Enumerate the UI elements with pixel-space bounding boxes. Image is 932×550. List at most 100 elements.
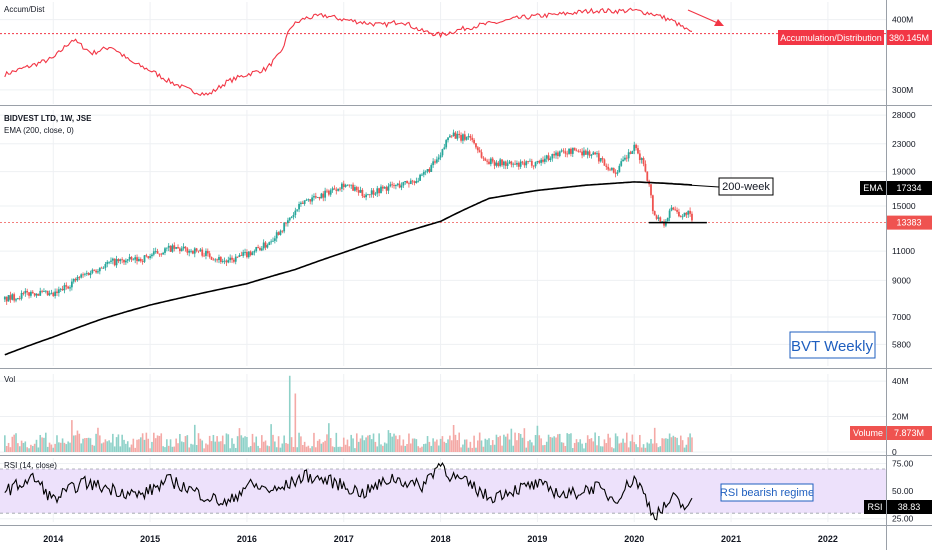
candle-body — [72, 279, 75, 282]
candle-body — [543, 158, 546, 162]
candle-body — [182, 246, 185, 249]
accumulation-distribution-pane[interactable]: Accum/Dist 400M 300M Accumulation/Distrib… — [0, 5, 932, 96]
candle-body — [195, 248, 198, 251]
volume-bar — [342, 437, 345, 452]
candle-body — [253, 251, 256, 253]
candle-body — [326, 190, 328, 192]
volume-bar — [657, 447, 660, 452]
candle-body — [512, 163, 515, 165]
volume-bar — [261, 435, 263, 452]
volume-bar — [592, 441, 595, 452]
candle-body — [309, 199, 312, 202]
candle-body — [39, 290, 42, 296]
candle-body — [160, 253, 163, 255]
candle-body — [93, 269, 96, 271]
candle-body — [668, 210, 671, 218]
candle-body — [493, 161, 496, 166]
volume-bar — [434, 441, 436, 452]
volume-bar — [175, 438, 177, 452]
volume-bar — [74, 435, 77, 452]
candle-body — [102, 267, 105, 269]
volume-bar — [268, 446, 271, 452]
candle-body — [33, 293, 36, 296]
volume-tag-label: Volume — [853, 428, 883, 438]
price-pane[interactable]: BIDVEST LTD, 1W, JSE EMA (200, close, 0)… — [0, 110, 932, 359]
ad-pane-title: Accum/Dist — [4, 5, 45, 14]
candle-body — [333, 188, 336, 190]
candle-body — [506, 163, 509, 166]
volume-bar — [581, 443, 583, 452]
volume-tag-value: 7.873M — [894, 428, 924, 438]
volume-bar — [473, 435, 475, 452]
candle-body — [242, 252, 245, 256]
volume-bar — [579, 439, 582, 452]
volume-bar — [283, 435, 285, 452]
candle-body — [530, 160, 533, 166]
volume-bar — [298, 432, 300, 452]
candle-body — [355, 187, 358, 191]
volume-bar — [78, 433, 81, 452]
price-pane-title: BIDVEST LTD, 1W, JSE — [4, 114, 92, 123]
candle-body — [536, 160, 539, 163]
candle-body — [473, 139, 475, 144]
candle-body — [672, 207, 675, 210]
volume-bar — [313, 432, 315, 452]
ema-indicator-title: EMA (200, close, 0) — [4, 126, 74, 135]
volume-bar — [637, 447, 639, 452]
candle-body — [247, 251, 250, 258]
candle-body — [15, 299, 17, 301]
volume-bar — [335, 432, 338, 452]
volume-bar — [270, 424, 272, 452]
candle-body — [627, 152, 630, 159]
volume-bar — [300, 436, 302, 452]
rsi-axis-ticks: 75.00 50.00 25.00 — [892, 459, 914, 524]
volume-bar — [188, 447, 190, 452]
volume-bar — [611, 447, 613, 452]
candle-body — [458, 133, 461, 136]
volume-bar — [585, 442, 587, 452]
rsi-pane[interactable]: RSI (14, close) 75.00 50.00 25.00 RSI bear… — [0, 459, 932, 524]
candle-body — [646, 171, 649, 181]
volume-bar — [318, 439, 321, 452]
volume-bar — [354, 448, 356, 452]
volume-bar — [294, 393, 297, 452]
candle-body — [115, 259, 118, 266]
candle-body — [169, 245, 172, 252]
volume-bar — [605, 443, 608, 452]
volume-bar — [346, 439, 349, 452]
ema-tag: EMA 17334 — [860, 181, 932, 195]
volume-bar — [598, 436, 600, 452]
candle-body — [523, 162, 526, 166]
volume-bar — [599, 446, 602, 452]
volume-pane[interactable]: Vol 40M 20M 0 Volume 7.873M — [4, 375, 932, 457]
candle-body — [650, 184, 652, 196]
candle-body — [566, 153, 569, 155]
candle-body — [454, 132, 457, 139]
volume-bar — [508, 439, 511, 452]
candle-body — [139, 258, 142, 262]
volume-bar — [199, 438, 202, 452]
time-axis[interactable]: 2014 2015 2016 2017 2018 2019 2020 2021 2022 — [43, 534, 838, 544]
candle-body — [655, 215, 658, 219]
candle-body — [514, 163, 516, 165]
candle-body — [221, 260, 224, 262]
volume-bar — [486, 439, 488, 452]
candle-body — [413, 181, 416, 184]
volume-bar — [143, 439, 146, 452]
volume-bar — [227, 434, 230, 452]
volume-bar — [28, 448, 30, 452]
candle-body — [555, 152, 557, 156]
volume-bar — [59, 442, 62, 452]
volume-bar — [218, 441, 220, 452]
candle-body — [158, 253, 161, 255]
volume-bar — [365, 437, 367, 452]
volume-bar — [119, 446, 122, 452]
time-axis-label: 2016 — [237, 534, 257, 544]
volume-bar — [625, 432, 628, 452]
candle-body — [244, 252, 246, 253]
candle-body — [113, 258, 116, 266]
volume-bar — [627, 447, 630, 452]
candle-body — [85, 272, 88, 274]
candle-body — [365, 194, 367, 198]
